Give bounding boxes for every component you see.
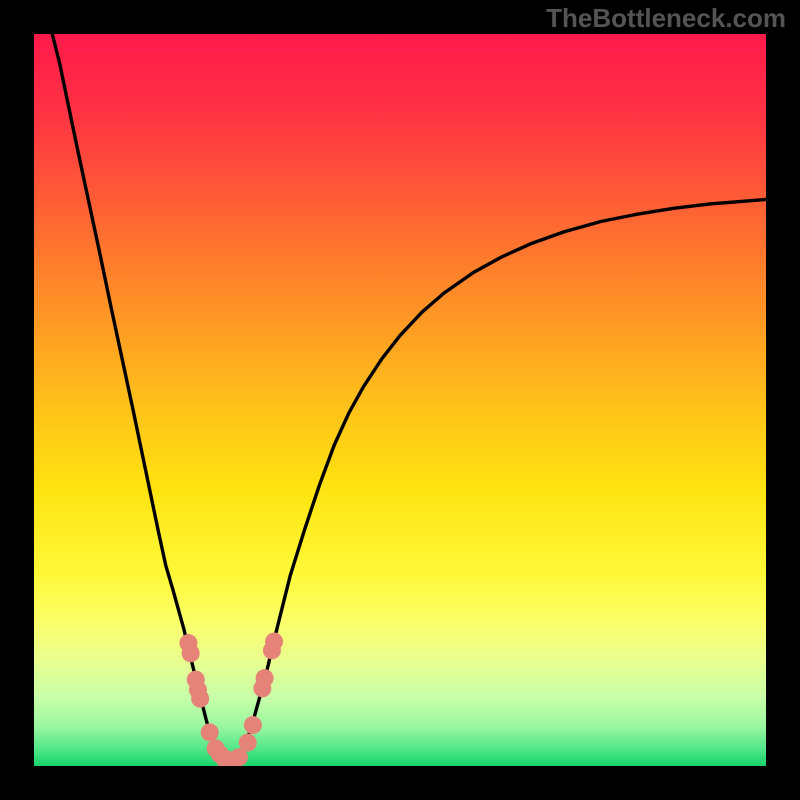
plot-area <box>34 34 766 766</box>
watermark-text: TheBottleneck.com <box>546 3 786 34</box>
gradient-background <box>34 34 766 766</box>
